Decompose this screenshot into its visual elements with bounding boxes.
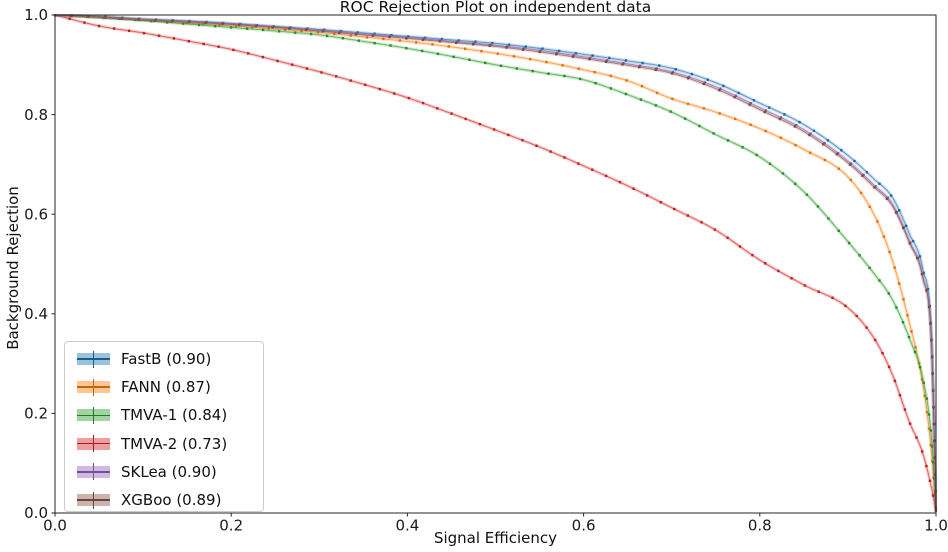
legend-item-TMVA-2: TMVA-2 (0.73) xyxy=(65,430,263,458)
x-tick-label: 1.0 xyxy=(924,517,948,535)
errorbar-band-icon xyxy=(77,491,110,509)
curve-line xyxy=(54,14,937,511)
legend-item-XGBoo: XGBoo (0.89) xyxy=(65,486,263,514)
errorbar-band-icon xyxy=(77,463,110,481)
y-tick-label: 0.6 xyxy=(24,205,48,223)
legend-label: FastB (0.90) xyxy=(121,350,212,369)
curve-XGBoo xyxy=(54,14,937,510)
axis-ticks xyxy=(51,14,937,517)
curve-TMVA-1 xyxy=(54,14,937,512)
y-tick-label: 0.2 xyxy=(24,405,48,423)
legend-item-TMVA-1: TMVA-1 (0.84) xyxy=(65,401,263,429)
errorbar-band-icon xyxy=(77,350,110,368)
errorbar-band-icon xyxy=(77,378,110,396)
x-tick-label: 0.0 xyxy=(43,517,67,535)
axis-tick-labels: 0.0 0.2 0.4 0.6 0.8 1.0 0.0 0.2 0.4 0.6 0.8 1.0 xyxy=(24,6,948,534)
legend-item-FANN: FANN (0.87) xyxy=(65,373,263,401)
y-tick-label: 0.4 xyxy=(24,305,48,323)
errorbar-band-icon xyxy=(77,435,110,453)
legend-errorbar-vline xyxy=(92,378,95,396)
x-tick-label: 0.2 xyxy=(219,517,243,535)
x-axis-label: Signal Efficiency xyxy=(433,529,558,547)
curve-TMVA-2 xyxy=(54,14,937,512)
x-tick-label: 0.6 xyxy=(572,517,596,535)
legend-item-FastB: FastB (0.90) xyxy=(65,345,263,373)
curve-FANN xyxy=(54,14,937,512)
y-tick-label: 0.8 xyxy=(24,106,48,124)
y-tick-label: 0.0 xyxy=(24,504,48,522)
y-axis-label: Background Rejection xyxy=(4,186,22,350)
legend-label: SKLea (0.90) xyxy=(121,462,217,481)
legend-errorbar-vline xyxy=(92,435,95,453)
curve-markers xyxy=(54,14,937,510)
chart-title: ROC Rejection Plot on independent data xyxy=(339,0,652,16)
legend-label: TMVA-2 (0.73) xyxy=(121,434,228,453)
errorbar-band-icon xyxy=(77,406,110,424)
curve-markers xyxy=(54,14,937,512)
legend-label: XGBoo (0.89) xyxy=(121,491,222,510)
x-tick-label: 0.4 xyxy=(395,517,419,535)
legend-errorbar-vline xyxy=(92,350,95,368)
legend: FastB (0.90) FANN (0.87) TMVA-1 (0.84) TMVA… xyxy=(64,341,264,512)
legend-errorbar-vline xyxy=(92,491,95,509)
curve-markers xyxy=(54,14,937,512)
curve-line xyxy=(54,14,937,511)
legend-errorbar-vline xyxy=(92,463,95,481)
legend-label: TMVA-1 (0.84) xyxy=(121,406,228,425)
legend-label: FANN (0.87) xyxy=(121,378,211,397)
legend-item-SKLea: SKLea (0.90) xyxy=(65,458,263,486)
plot-border xyxy=(54,14,937,514)
legend-errorbar-vline xyxy=(92,406,95,424)
y-tick-label: 1.0 xyxy=(24,6,48,24)
x-tick-label: 0.8 xyxy=(748,517,772,535)
